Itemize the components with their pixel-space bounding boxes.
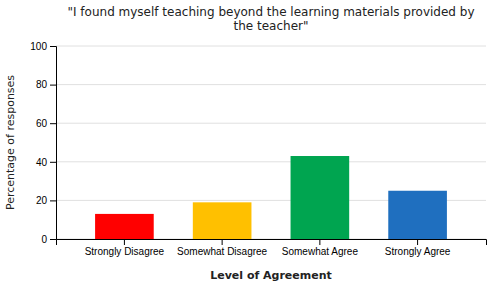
y-tick-label: 20 <box>36 195 48 206</box>
x-tick: Somewhat Disagree <box>177 239 267 257</box>
x-axis-title: Level of Agreement <box>210 269 332 282</box>
y-axis: 0 20 40 60 80 100 <box>30 41 56 245</box>
x-axis: Strongly Disagree Somewhat Disagree Somewh… <box>57 239 487 257</box>
y-tick-mark <box>50 200 56 201</box>
title-line: "I found myself teaching beyond the lear… <box>67 5 474 19</box>
grid-line <box>56 161 486 162</box>
y-tick-label: 60 <box>36 118 48 129</box>
x-tick-mark <box>417 239 418 245</box>
y-tick-label: 80 <box>36 79 48 90</box>
x-tick-label: Somewhat Disagree <box>177 246 267 257</box>
y-tick: 0 <box>41 234 56 245</box>
bars <box>95 156 447 239</box>
grid-line <box>56 84 486 85</box>
y-tick: 60 <box>36 118 56 129</box>
y-tick-mark <box>50 162 56 163</box>
x-tick-label: Somewhat Agree <box>282 246 359 257</box>
y-tick-mark <box>50 85 56 86</box>
chart: 0 20 40 60 80 100 Strongly Disagree Somewhat Di… <box>0 0 500 289</box>
x-tick-label: Strongly Disagree <box>85 246 165 257</box>
x-tick-mark <box>222 239 223 245</box>
y-tick: 80 <box>36 79 56 90</box>
x-axis-line <box>57 240 487 246</box>
y-axis-title: Percentage of responses <box>4 75 17 210</box>
title: "I found myself teaching beyond the lear… <box>67 5 474 33</box>
y-axis-line <box>50 47 57 240</box>
x-tick: Strongly Agree <box>385 239 451 257</box>
title-line: the teacher" <box>234 19 309 33</box>
y-tick-label: 0 <box>41 234 47 245</box>
y-tick-mark <box>50 239 56 240</box>
plot: 0 20 40 60 80 100 Strongly Disagree Somewhat Di… <box>30 41 486 257</box>
y-tick-label: 40 <box>36 157 48 168</box>
y-tick: 40 <box>36 157 56 168</box>
x-tick: Somewhat Agree <box>282 239 359 257</box>
y-tick-label: 100 <box>30 41 47 52</box>
grid-line <box>56 46 486 47</box>
x-tick-mark <box>124 239 125 245</box>
y-tick: 20 <box>36 195 56 206</box>
bar <box>95 214 154 239</box>
bar <box>388 191 447 239</box>
x-tick: Strongly Disagree <box>85 239 165 257</box>
grid-line <box>56 123 486 124</box>
y-tick-mark <box>50 46 56 47</box>
x-tick-mark <box>319 239 320 245</box>
y-tick: 100 <box>30 41 56 52</box>
bar <box>291 156 350 239</box>
x-tick-label: Strongly Agree <box>385 246 451 257</box>
grid <box>56 46 486 239</box>
bar <box>193 202 252 239</box>
y-tick-mark <box>50 123 56 124</box>
